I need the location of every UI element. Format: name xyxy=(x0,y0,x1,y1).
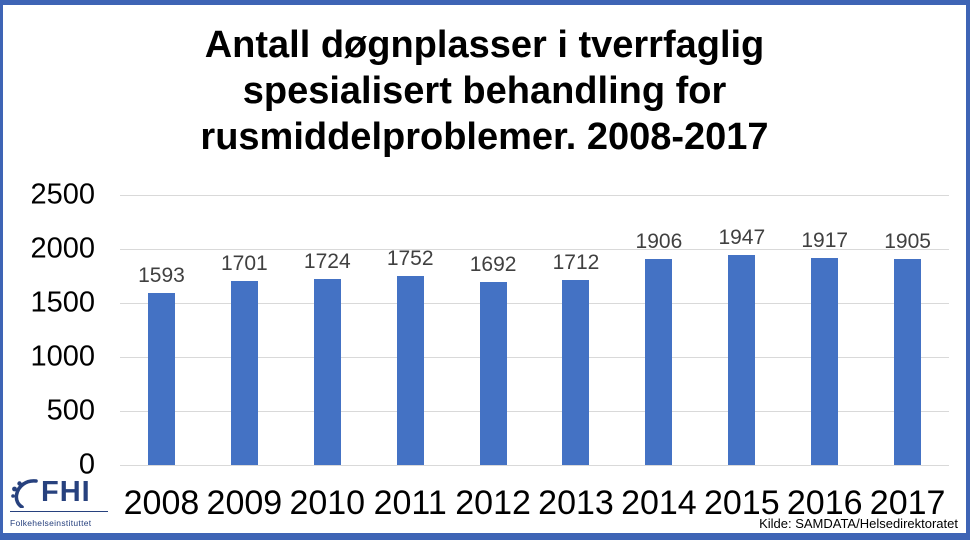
bar-value-label: 1724 xyxy=(303,249,351,273)
bar-column: 1752 xyxy=(369,195,452,465)
fhi-logo: FHI Folkehelseinstituttet xyxy=(10,476,110,531)
bar-column: 1701 xyxy=(203,195,286,465)
bar-column: 1724 xyxy=(286,195,369,465)
bar-value-label: 1701 xyxy=(221,252,268,276)
chart-title-line-2: spesialisert behandling for xyxy=(242,70,727,112)
bar-value-label: 1593 xyxy=(138,263,185,287)
y-tick-label: 500 xyxy=(46,394,95,427)
bar-value-label: 1905 xyxy=(884,230,931,254)
bar xyxy=(147,292,175,465)
y-tick-label: 2500 xyxy=(30,178,95,211)
bar-value-label: 1712 xyxy=(552,251,600,275)
x-axis-labels: 2008 2009 2010 2011 2012 2013 2014 2015 2016 2017 xyxy=(120,485,949,521)
bar-column: 1906 xyxy=(617,195,700,465)
chart-title-line-3: rusmiddelproblemer. 2008-2017 xyxy=(200,116,769,158)
plot-area: 1593 1701 1724 1752 1692 1712 1906 1947 1917 1905 xyxy=(120,195,949,466)
fhi-swoosh-icon xyxy=(11,478,38,508)
bar-value-label: 1906 xyxy=(635,230,683,254)
x-tick-label: 2011 xyxy=(373,484,447,522)
gridline xyxy=(120,195,949,196)
bar xyxy=(645,259,673,465)
gridline xyxy=(120,303,949,304)
y-axis-labels: 0 500 1000 1500 2000 2500 xyxy=(10,179,95,481)
gridline xyxy=(120,411,949,412)
bars-container: 1593 1701 1724 1752 1692 1712 1906 1947 1917 1905 xyxy=(120,195,949,465)
bar xyxy=(562,280,590,465)
y-tick-label: 2000 xyxy=(30,232,95,265)
chart-title: Antall døgnplasser i tverrfaglig spesial… xyxy=(3,22,966,160)
y-tick-label: 0 xyxy=(78,448,95,481)
x-tick-label: 2017 xyxy=(869,484,946,522)
x-tick-label: 2009 xyxy=(206,484,283,522)
x-tick-label: 2012 xyxy=(455,484,531,522)
bar-column: 1712 xyxy=(535,195,618,465)
y-tick-label: 1000 xyxy=(30,340,95,373)
bar xyxy=(728,254,756,465)
gridline xyxy=(120,249,949,250)
x-tick-label: 2014 xyxy=(621,484,697,522)
bar-column: 1692 xyxy=(452,195,535,465)
bar-value-label: 1947 xyxy=(718,225,766,249)
x-tick-label: 2013 xyxy=(538,484,614,522)
bar xyxy=(313,278,341,465)
bar-column: 1905 xyxy=(866,195,949,465)
fhi-logo-row: FHI xyxy=(10,476,110,509)
x-tick-label: 2008 xyxy=(123,484,200,522)
source-credit: Kilde: SAMDATA/Helsedirektoratet xyxy=(759,516,958,531)
fhi-logo-name: Folkehelseinstituttet xyxy=(10,518,92,528)
bar xyxy=(894,259,922,465)
bar-column: 1917 xyxy=(783,195,866,465)
chart-title-line-1: Antall døgnplasser i tverrfaglig xyxy=(204,24,765,66)
gridline xyxy=(120,465,949,466)
bar xyxy=(396,275,424,465)
x-tick-label: 2015 xyxy=(703,484,780,522)
fhi-logo-divider xyxy=(10,511,108,512)
bar xyxy=(479,282,507,465)
bar-value-label: 1692 xyxy=(469,253,517,277)
bar-value-label: 1752 xyxy=(386,246,434,270)
bar xyxy=(811,257,839,465)
x-tick-label: 2010 xyxy=(289,484,366,522)
bar-column: 1593 xyxy=(120,195,203,465)
bar xyxy=(230,281,258,465)
bar-value-label: 1917 xyxy=(801,228,849,252)
y-tick-label: 1500 xyxy=(30,286,95,319)
bar-column: 1947 xyxy=(700,195,783,465)
fhi-logo-abbr: FHI xyxy=(41,476,91,508)
x-tick-label: 2016 xyxy=(786,484,863,522)
gridline xyxy=(120,357,949,358)
